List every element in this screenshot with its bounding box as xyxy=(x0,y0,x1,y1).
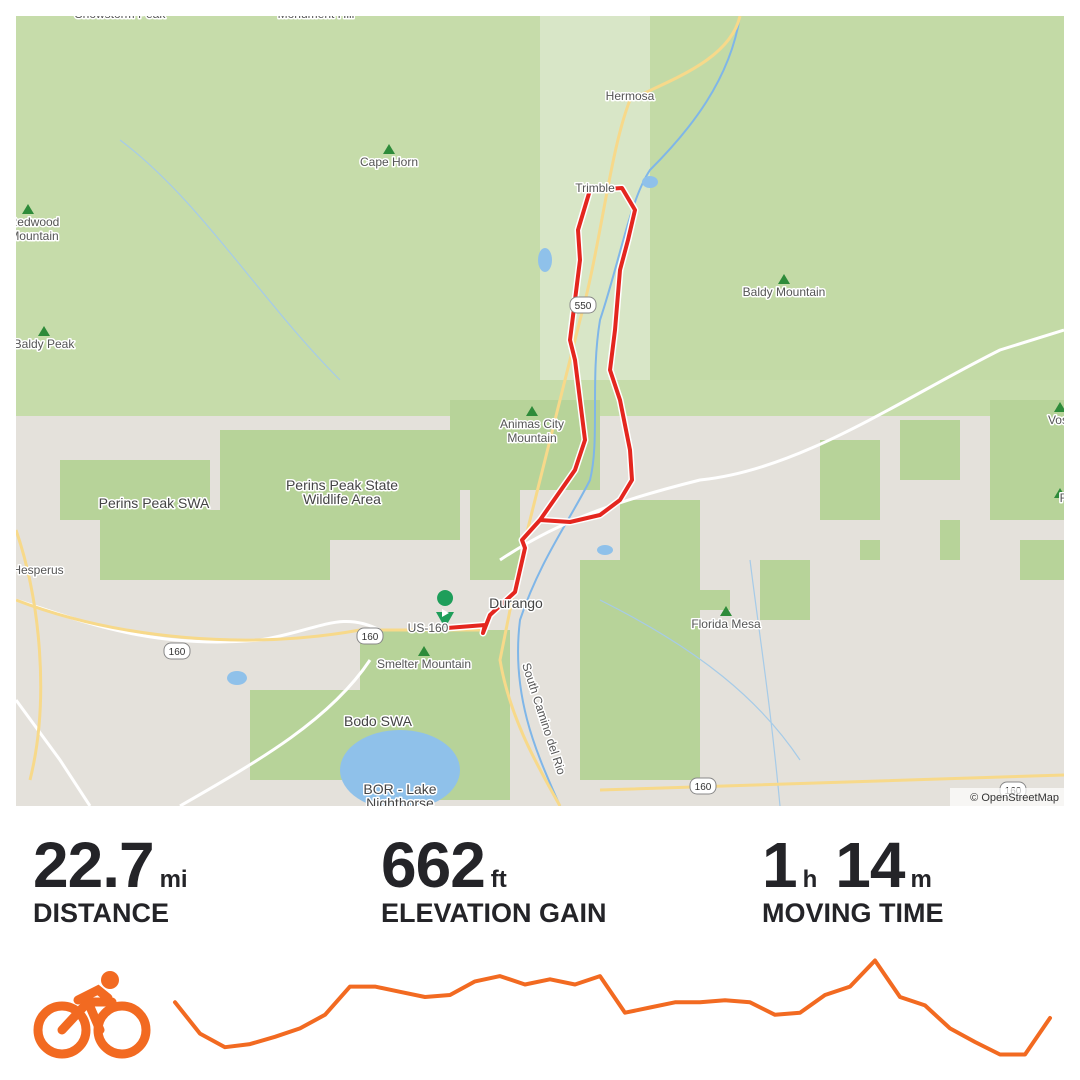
stat-value: 22.7 xyxy=(33,829,155,901)
stat-unit: mi xyxy=(159,866,188,893)
map-label: Animas City xyxy=(500,417,564,431)
map-label: Monument Hill xyxy=(278,16,355,21)
stat-unit: m xyxy=(910,866,932,893)
bike-icon-head xyxy=(101,971,119,989)
stat-value: 1 xyxy=(762,829,798,901)
stat-time: 1 h 14 m MOVING TIME xyxy=(762,828,950,929)
map-label: Redwood xyxy=(16,215,59,229)
map-label: Mountain xyxy=(16,229,59,243)
map-label: Hesperus xyxy=(16,563,64,577)
road-shield: 550 xyxy=(575,301,592,312)
map-label: Durango xyxy=(489,595,543,611)
elevation-panel xyxy=(33,958,1052,1059)
bike-icon xyxy=(33,997,151,1059)
map-label: Cape Horn xyxy=(360,155,418,169)
bike-icon-body xyxy=(73,984,113,1005)
stat-label: ELEVATION GAIN xyxy=(381,898,607,928)
map-label: Mountain xyxy=(507,431,556,445)
map: Snowstorm Peak Monument Hill Hermosa Trimbl… xyxy=(16,16,1064,806)
map-label: Baldy Mountain xyxy=(743,285,826,299)
map-label: Smelter Mountain xyxy=(377,657,471,671)
map-label: Bodo SWA xyxy=(344,713,413,729)
map-label: US-160 xyxy=(408,621,449,635)
map-label: Wildlife Area xyxy=(303,491,381,507)
map-label: Baldy Peak xyxy=(16,337,75,351)
elevation-line xyxy=(173,958,1052,1057)
road-shield: 160 xyxy=(362,632,379,643)
map-label: Perins Peak State xyxy=(286,477,398,493)
stat-distance: 22.7 mi DISTANCE xyxy=(33,828,206,929)
map-label: Hermosa xyxy=(606,89,655,103)
stat-value: 14 xyxy=(835,829,905,901)
stat-value: 662 xyxy=(381,829,486,901)
map-label: Florida Mesa xyxy=(691,617,761,631)
stat-unit: h xyxy=(802,866,818,893)
road-shield: 160 xyxy=(169,647,186,658)
stat-elevation: 662 ft ELEVATION GAIN xyxy=(381,828,607,929)
map-label: BOR - Lake xyxy=(363,781,436,797)
road-shield: 160 xyxy=(695,782,712,793)
map-label: Snowstorm Peak xyxy=(75,16,167,21)
map-label: Rules xyxy=(1060,491,1064,505)
map-label: Perins Peak SWA xyxy=(99,495,210,511)
stat-label: DISTANCE xyxy=(33,898,170,928)
map-label: Trimble xyxy=(575,181,615,195)
map-label: Vosburg xyxy=(1048,413,1064,427)
map-label: Nighthorse xyxy=(366,795,434,806)
stat-unit: ft xyxy=(490,866,507,893)
stat-label: MOVING TIME xyxy=(762,898,944,928)
map-base: Snowstorm Peak Monument Hill Hermosa Trimbl… xyxy=(16,16,1064,806)
attribution: © OpenStreetMap xyxy=(970,792,1059,804)
